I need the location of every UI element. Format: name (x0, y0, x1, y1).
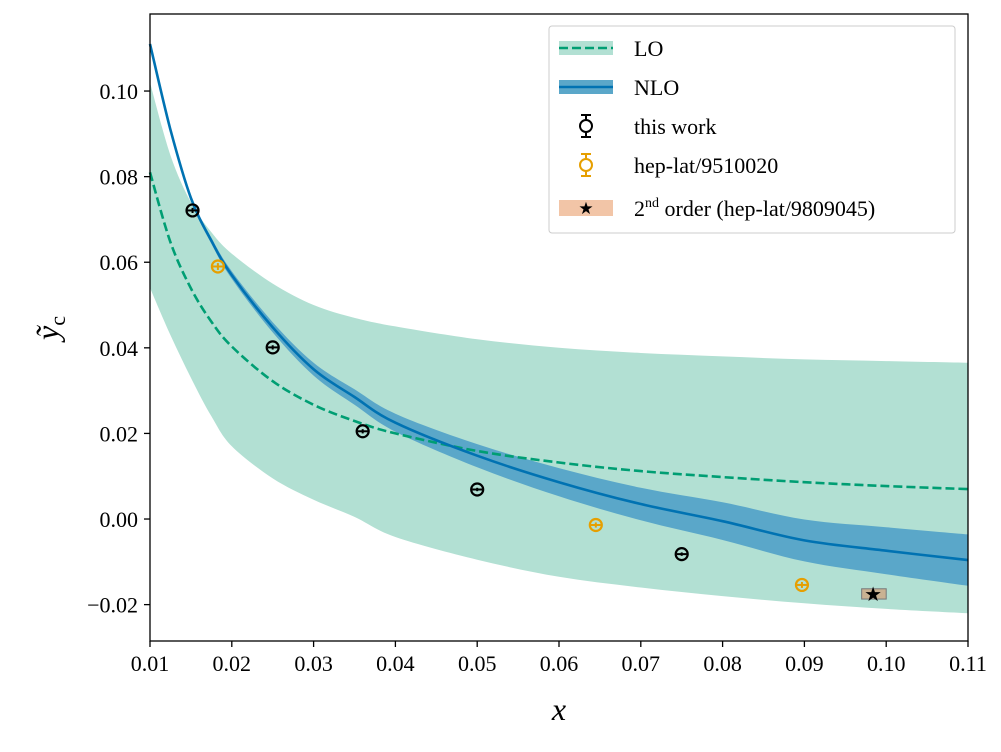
legend: LO NLO this work hep-lat/9510020 ★ 2nd o… (548, 25, 956, 234)
legend-hep1-marker (579, 153, 593, 177)
x-tick-label: 0.04 (376, 651, 415, 676)
x-tick-label: 0.10 (867, 651, 906, 676)
y-axis-label-main: ỹ (29, 325, 65, 343)
legend-lo-label: LO (634, 36, 663, 61)
point-marker (674, 547, 689, 562)
point-marker (794, 577, 810, 593)
x-tick-label: 0.01 (131, 651, 170, 676)
points-layer: ★ (185, 203, 887, 606)
band-nlo (150, 42, 968, 586)
legend-this-work-marker (579, 114, 593, 138)
data-point-this-work (674, 547, 689, 562)
x-tick-label: 0.03 (294, 651, 333, 676)
line-lo (148, 172, 969, 491)
ticks-layer: 0.01 0.02 0.03 0.04 0.05 0.06 0.07 0.08 0.09 0.10… (87, 79, 987, 676)
y-axis-label-sub: c (45, 316, 70, 326)
point-marker (470, 482, 485, 497)
x-tick-label: 0.05 (458, 651, 497, 676)
bands-layer (150, 42, 968, 614)
data-point-hep-lat-9510020 (210, 259, 225, 274)
legend-this-work-label: this work (634, 114, 717, 139)
y-tick-label: 0.02 (100, 421, 139, 446)
point-marker (588, 517, 603, 533)
x-tick-label: 0.11 (949, 651, 987, 676)
y-tick-label: 0.10 (100, 79, 139, 104)
lines-layer (148, 43, 969, 562)
point-marker (210, 259, 225, 274)
point-marker (355, 424, 370, 439)
legend-nlo-label: NLO (634, 75, 679, 100)
data-point-hep-lat-9510020 (794, 577, 810, 593)
y-tick-label: 0.06 (100, 250, 139, 275)
x-tick-label: 0.02 (213, 651, 252, 676)
y-tick-label: 0.04 (100, 336, 139, 361)
data-point-this-work (185, 203, 200, 218)
data-point-this-work (265, 340, 280, 355)
band-lo (150, 82, 968, 614)
point-marker (265, 340, 280, 355)
data-point-this-work (470, 482, 485, 497)
legend-hep1-label: hep-lat/9510020 (634, 153, 778, 178)
legend-frame (548, 25, 956, 234)
point-marker (185, 203, 200, 218)
x-axis-label: x (551, 691, 566, 727)
y-axis-label: ỹc (29, 316, 70, 343)
line-nlo (148, 43, 969, 562)
x-tick-label: 0.07 (622, 651, 661, 676)
x-tick-label: 0.09 (785, 651, 824, 676)
data-point-this-work (355, 424, 370, 439)
data-point-hep-lat-9510020 (588, 517, 603, 533)
second-order-star-icon: ★ (864, 584, 882, 606)
x-tick-label: 0.06 (540, 651, 579, 676)
star-icon: ★ (578, 199, 593, 218)
y-tick-label: 0.00 (100, 507, 139, 532)
second-order-box (861, 588, 887, 600)
legend-second-order-label: 2nd order (hep-lat/9809045) (634, 196, 875, 221)
y-tick-label: 0.08 (100, 165, 139, 190)
x-tick-label: 0.08 (703, 651, 742, 676)
legend-second-order-patch (559, 200, 613, 216)
y-tick-label: −0.02 (87, 593, 138, 618)
